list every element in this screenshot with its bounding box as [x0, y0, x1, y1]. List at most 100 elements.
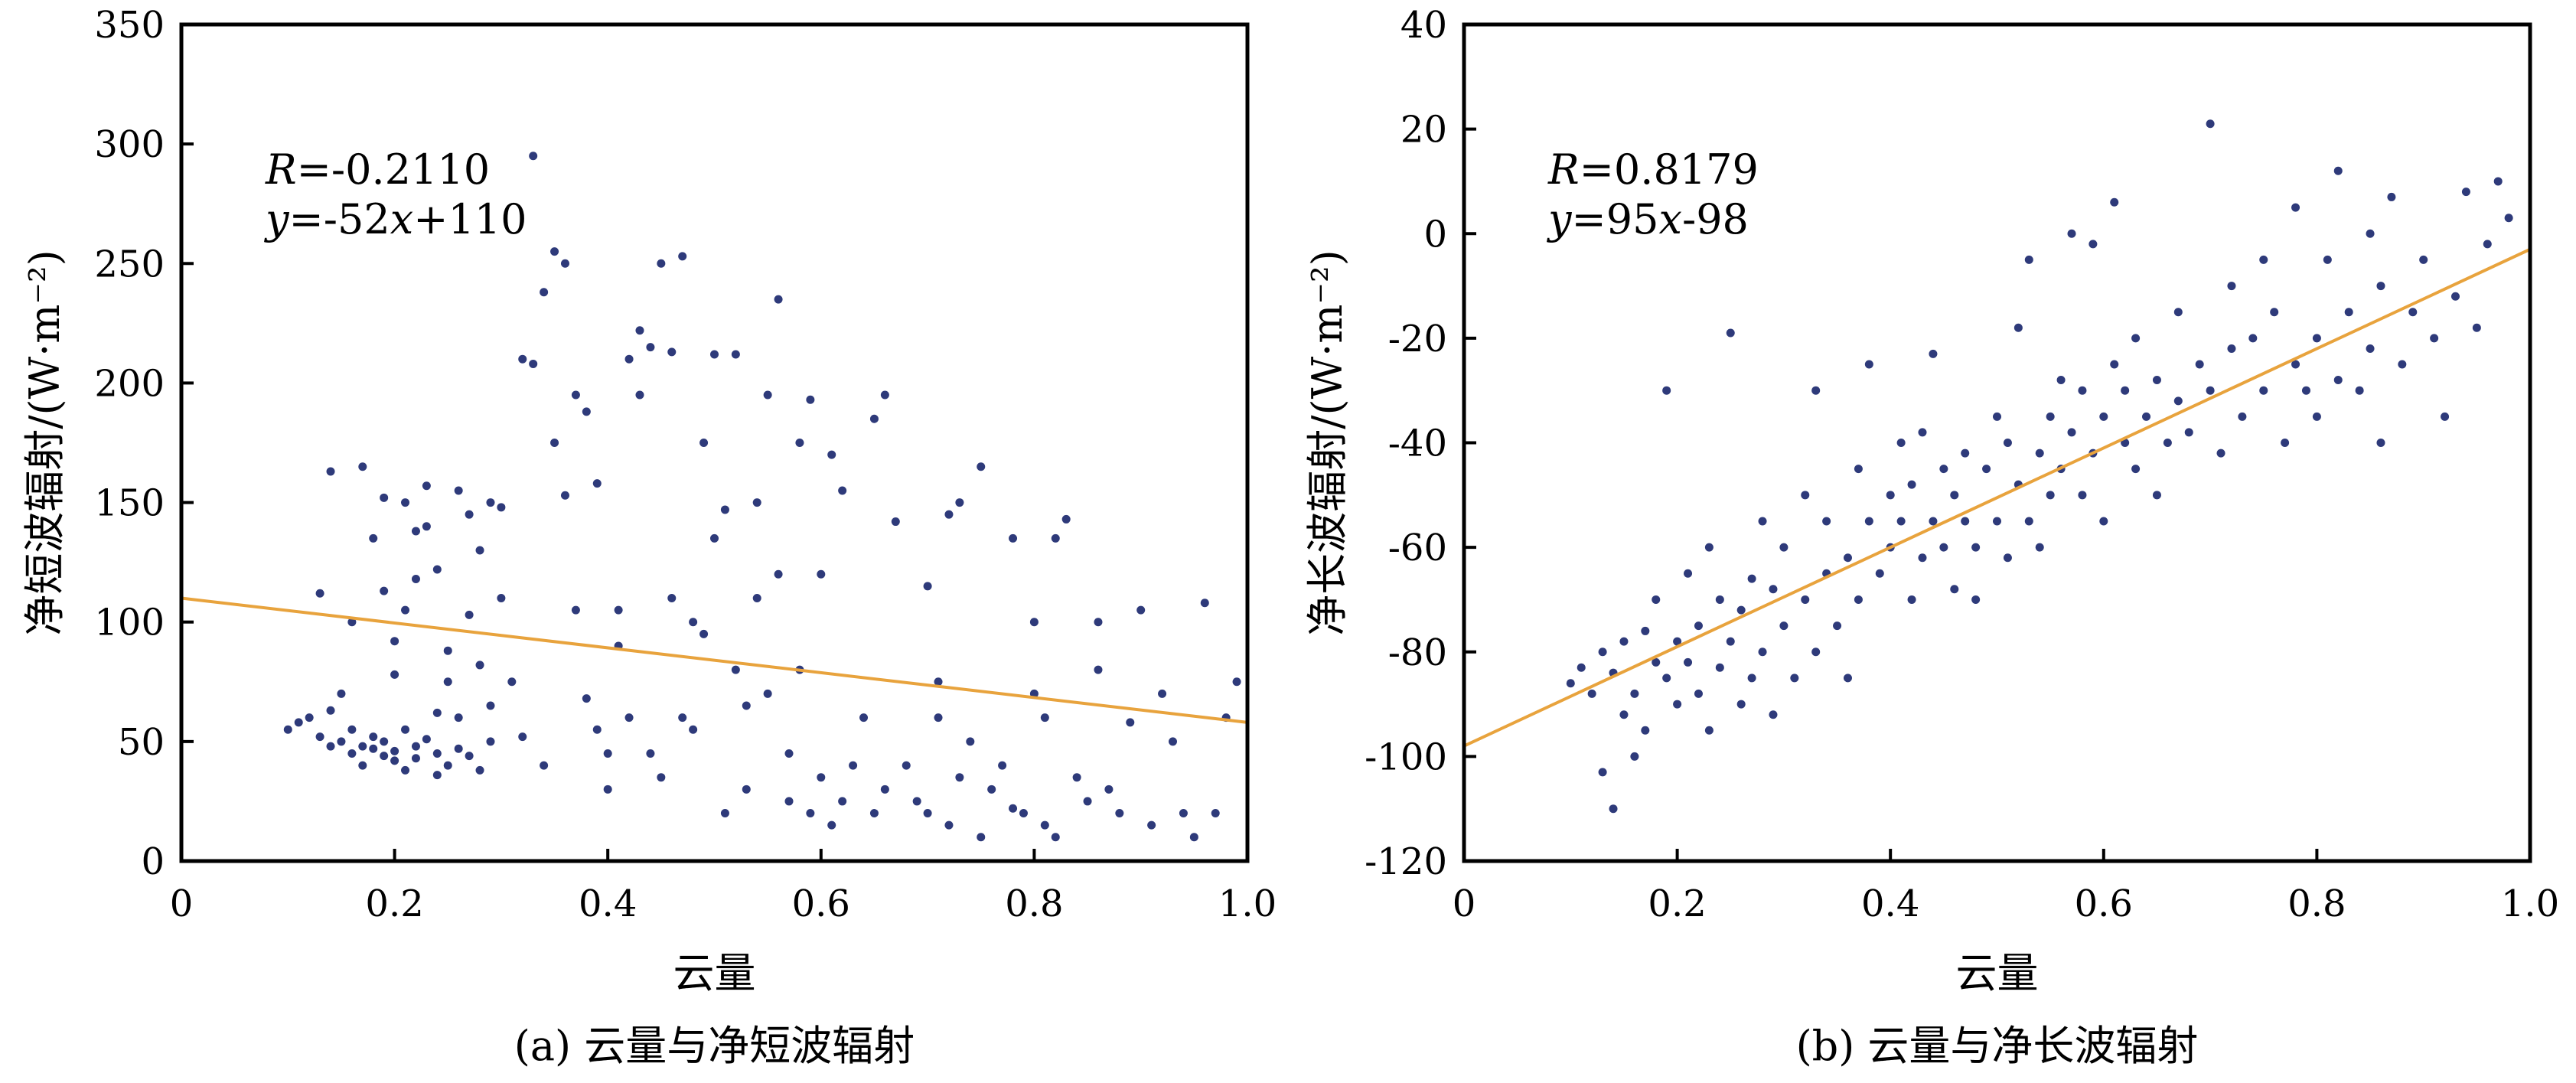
data-point [2408, 308, 2418, 317]
data-point [2067, 229, 2076, 238]
data-point [1619, 637, 1629, 646]
data-point [2003, 439, 2012, 447]
data-point [390, 670, 399, 679]
scatter-points [1566, 119, 2513, 814]
data-point [1950, 585, 1959, 594]
data-point [2461, 188, 2470, 197]
data-point [2323, 255, 2332, 264]
data-point [784, 797, 794, 806]
data-point [529, 152, 538, 161]
data-point [1907, 480, 1916, 489]
data-point [1950, 491, 1959, 500]
data-point [347, 749, 357, 758]
data-point [2131, 465, 2141, 474]
data-point [1662, 674, 1671, 683]
data-point [731, 350, 740, 359]
data-point [667, 593, 677, 602]
data-point [1083, 797, 1092, 806]
y-tick-label: -100 [1365, 736, 1447, 778]
data-point [1747, 674, 1756, 683]
data-point [2163, 439, 2172, 447]
data-point [1094, 665, 1103, 674]
data-point [2419, 255, 2428, 264]
data-point [2142, 412, 2151, 421]
y-tick-label: -60 [1388, 527, 1447, 569]
data-point [347, 618, 357, 627]
data-point [432, 565, 442, 574]
data-point [369, 732, 378, 742]
data-point [923, 809, 932, 818]
data-point [326, 467, 335, 476]
data-point [2184, 428, 2193, 437]
data-point [1929, 349, 1938, 358]
data-point [390, 746, 399, 755]
y-axis-title: 净长波辐射/(W·m⁻²) [1303, 250, 1352, 635]
data-point [763, 689, 772, 698]
data-point [2238, 412, 2247, 421]
data-point [1630, 752, 1639, 761]
data-point [1179, 809, 1188, 818]
data-point [337, 737, 346, 746]
data-point [2441, 412, 2450, 421]
tick-layer: 0 0.2 0.4 0.6 0.8 1.0 0 50 100 150 200 250 300 350 [94, 4, 1277, 925]
data-point [624, 713, 634, 723]
data-point [390, 637, 399, 646]
data-point [2078, 491, 2087, 500]
x-tick-label: 0.8 [1005, 882, 1063, 925]
data-point [1684, 569, 1693, 578]
data-point [571, 605, 580, 615]
data-point [1609, 804, 1618, 814]
data-point [646, 343, 655, 352]
y-tick-label: 200 [94, 362, 165, 405]
data-point [1104, 785, 1114, 794]
data-point [1587, 689, 1596, 698]
data-point [2078, 386, 2087, 395]
data-point [380, 586, 389, 595]
data-point [2216, 449, 2225, 458]
data-point [2483, 240, 2492, 249]
data-point [540, 288, 549, 297]
data-point [1982, 465, 1991, 474]
data-point [432, 749, 442, 758]
data-point [1811, 648, 1821, 657]
data-point [1094, 618, 1103, 627]
data-point [1019, 809, 1028, 818]
data-point [518, 354, 527, 364]
data-point [1822, 517, 1831, 526]
data-point [635, 390, 644, 400]
data-point [571, 390, 580, 400]
data-point [1939, 543, 1948, 552]
data-point [2024, 517, 2033, 526]
data-point [955, 498, 964, 507]
y-tick-label: -40 [1388, 422, 1447, 465]
data-point [1736, 700, 1746, 709]
data-point [2248, 334, 2258, 343]
data-point [1029, 618, 1039, 627]
data-point [454, 486, 463, 495]
data-point [1961, 449, 1970, 458]
data-point [358, 761, 367, 770]
data-point [2035, 449, 2044, 458]
y-axis-title: 净短波辐射/(W·m⁻²) [21, 250, 69, 635]
data-point [880, 390, 889, 400]
data-point [2259, 255, 2268, 264]
x-axis-title: 云量 [673, 949, 756, 997]
data-point [283, 725, 292, 734]
data-point [1040, 713, 1049, 723]
data-point [1673, 700, 1682, 709]
data-point [1993, 517, 2001, 526]
data-point [550, 439, 559, 447]
x-tick-label: 0 [1453, 882, 1476, 925]
data-point [1758, 648, 1767, 657]
data-point [315, 589, 324, 598]
data-point [2472, 323, 2481, 332]
data-point [2450, 292, 2460, 301]
data-point [934, 713, 943, 723]
data-point [582, 694, 591, 703]
data-point [432, 771, 442, 780]
data-point [624, 354, 634, 364]
data-point [2430, 334, 2439, 343]
data-point [699, 439, 709, 447]
y-tick-label: 40 [1400, 4, 1447, 47]
data-point [817, 773, 826, 782]
